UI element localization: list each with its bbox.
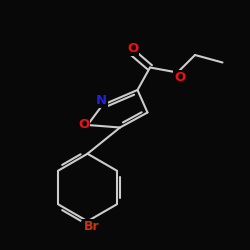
Text: N: N <box>96 94 107 107</box>
Text: O: O <box>174 71 186 84</box>
Text: O: O <box>78 118 90 132</box>
Text: Br: Br <box>84 220 99 233</box>
Text: O: O <box>127 42 138 54</box>
